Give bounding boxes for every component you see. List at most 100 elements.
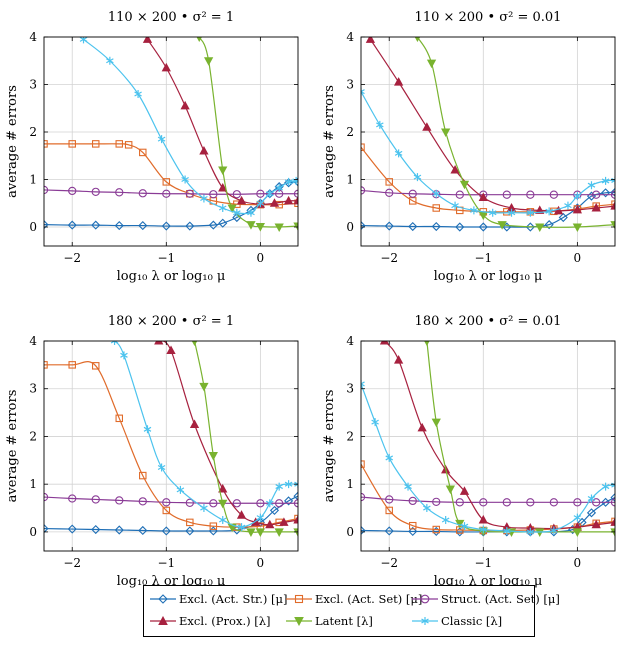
legend-label: Excl. (Act. Set) [μ] xyxy=(315,592,423,606)
data-point-star xyxy=(361,379,365,388)
data-point-square xyxy=(115,140,124,148)
y-axis-label: average # errors xyxy=(5,85,20,198)
data-point-triangle xyxy=(393,355,404,364)
data-point-star xyxy=(143,425,152,434)
series-line-struct-act-set xyxy=(44,189,298,195)
data-point-diamond xyxy=(361,525,366,536)
data-point-square xyxy=(209,522,218,530)
data-point-triangle xyxy=(180,100,190,110)
data-point-star xyxy=(441,515,450,524)
data-point-star xyxy=(601,176,610,185)
data-point-diamond xyxy=(138,525,148,536)
data-point-square xyxy=(162,178,171,186)
data-point-triangle-down xyxy=(255,528,266,537)
legend-triangle-down-marker-icon xyxy=(286,617,312,626)
legend-item-excl-prox: Excl. (Prox.) [λ] xyxy=(150,614,271,628)
data-point-diamond xyxy=(408,221,418,232)
data-point-circle xyxy=(573,498,582,507)
data-point-star xyxy=(200,194,208,203)
axes-frame xyxy=(360,340,616,552)
data-point-star xyxy=(79,37,88,44)
data-point-circle xyxy=(91,187,100,196)
data-point-star xyxy=(564,201,572,210)
data-point-circle xyxy=(115,496,124,505)
data-point-diamond xyxy=(44,220,49,230)
data-point-circle xyxy=(162,498,171,507)
data-point-star xyxy=(157,463,166,472)
series-line-classic xyxy=(361,383,615,533)
data-point-circle xyxy=(185,189,194,198)
y-tick-label: 1 xyxy=(29,477,37,491)
data-point-triangle-down xyxy=(441,128,451,138)
data-point-triangle xyxy=(189,419,200,429)
data-point-square xyxy=(361,460,365,468)
data-point-triangle xyxy=(218,483,228,493)
data-point-diamond xyxy=(455,222,465,232)
data-point-triangle-down xyxy=(246,221,256,230)
legend-item-struct-act-set: Struct. (Act. Set) [μ] xyxy=(412,592,560,606)
data-point-diamond xyxy=(161,221,171,231)
data-point-star xyxy=(157,135,166,144)
data-point-square xyxy=(408,521,417,530)
data-point-diamond xyxy=(601,188,611,198)
data-point-triangle xyxy=(293,514,298,524)
data-point-diamond xyxy=(544,220,554,230)
data-point-triangle xyxy=(591,202,601,212)
y-tick-label: 0 xyxy=(346,525,354,539)
y-tick-label: 1 xyxy=(346,477,354,491)
data-point-triangle-down xyxy=(572,223,583,233)
data-point-square xyxy=(44,140,48,148)
data-point-star xyxy=(265,499,274,508)
data-point-circle xyxy=(91,495,100,504)
data-point-square xyxy=(361,143,365,151)
data-point-triangle xyxy=(265,519,275,529)
data-point-triangle-down xyxy=(274,223,284,233)
data-point-star xyxy=(256,199,265,208)
legend-square-marker-icon xyxy=(286,594,312,604)
data-point-triangle-down xyxy=(572,528,583,537)
data-point-circle xyxy=(455,498,464,507)
y-tick-label: 3 xyxy=(29,78,37,92)
data-point-circle xyxy=(592,498,601,507)
data-point-diamond xyxy=(218,218,228,228)
series-line-excl-act-set xyxy=(44,361,298,528)
data-point-triangle-down xyxy=(497,221,507,230)
data-point-star xyxy=(247,208,255,217)
y-axis-label: average # errors xyxy=(322,85,337,198)
series-line-classic xyxy=(114,341,298,528)
data-point-triangle-down xyxy=(610,528,615,537)
y-tick-label: 4 xyxy=(346,334,354,348)
x-tick-label: −2 xyxy=(380,556,398,570)
data-point-diamond xyxy=(558,212,568,223)
data-point-circle xyxy=(361,186,366,195)
series-group xyxy=(361,341,615,537)
data-point-star xyxy=(587,494,596,503)
data-point-star xyxy=(294,480,298,489)
data-point-triangle-down xyxy=(246,528,256,537)
data-point-star xyxy=(423,504,431,513)
x-tick-label: 0 xyxy=(574,556,582,570)
y-tick-label: 1 xyxy=(29,173,37,187)
data-point-star xyxy=(394,149,403,158)
data-point-star xyxy=(120,351,128,360)
data-point-square xyxy=(115,414,124,423)
legend-item-excl-act-str: Excl. (Act. Str.) [μ] xyxy=(150,592,287,606)
data-point-diamond xyxy=(384,526,394,536)
series-line-excl-act-str xyxy=(44,181,298,227)
data-point-triangle xyxy=(572,204,583,214)
data-point-circle xyxy=(232,190,242,199)
data-point-star xyxy=(265,189,274,198)
data-point-diamond xyxy=(408,526,418,537)
data-point-square xyxy=(432,525,441,534)
series-group xyxy=(44,37,298,233)
series-line-classic xyxy=(361,91,615,214)
data-point-diamond xyxy=(586,508,597,518)
data-point-triangle-down xyxy=(274,528,284,537)
data-point-star xyxy=(361,87,365,96)
data-point-circle xyxy=(502,498,511,507)
data-point-diamond xyxy=(610,492,615,503)
y-tick-label: 3 xyxy=(29,382,37,396)
legend-star-marker-icon xyxy=(412,617,438,625)
series-line-struct-act-set xyxy=(44,496,298,504)
data-point-circle xyxy=(432,497,441,506)
